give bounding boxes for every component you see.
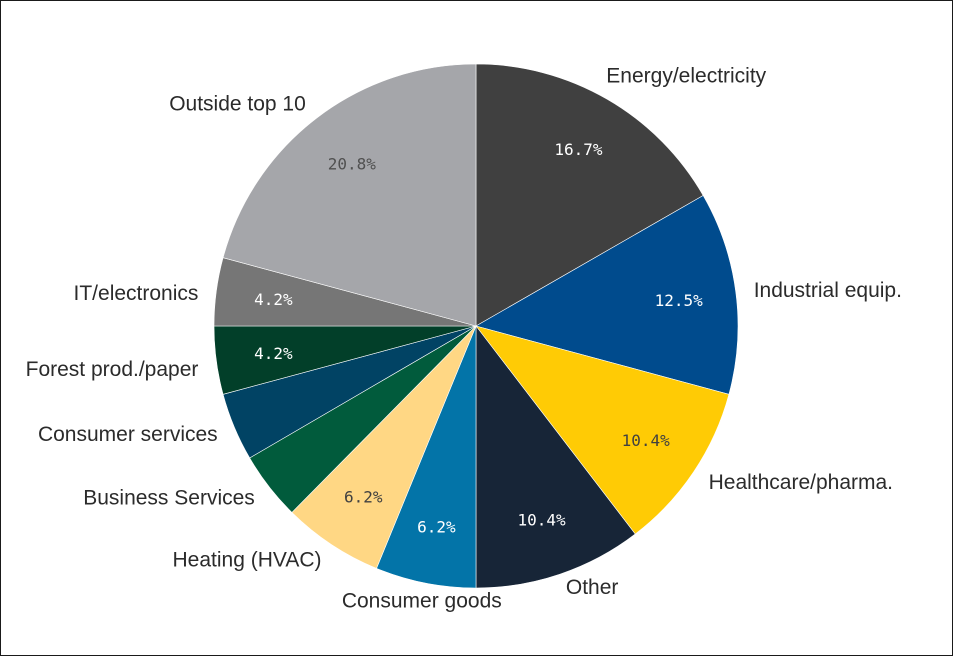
value-label-other: 10.4% bbox=[518, 511, 567, 530]
category-label-business-services: Business Services bbox=[83, 487, 255, 510]
category-labels: Energy/electricity Industrial equip. Healt… bbox=[26, 65, 902, 613]
pie-slice-energy-electricity bbox=[475, 63, 704, 327]
category-label-it-electronics: IT/electronics bbox=[74, 282, 199, 305]
value-label-energy-electricity: 16.7% bbox=[554, 140, 603, 159]
category-label-outside-top-10: Outside top 10 bbox=[169, 93, 306, 116]
value-label-industrial-equip: 12.5% bbox=[655, 291, 704, 310]
category-label-other: Other bbox=[566, 576, 619, 599]
pie-slice-other bbox=[475, 325, 636, 589]
value-label-forest-prod-paper: 4.2% bbox=[254, 344, 293, 363]
value-label-consumer-goods: 6.2% bbox=[417, 518, 456, 537]
percent-labels: 16.7% 12.5% 10.4% 10.4% 6.2% 6.2% 4.2% 4.2% 20.8… bbox=[254, 140, 703, 536]
category-label-industrial-equip: Industrial equip. bbox=[754, 279, 902, 302]
category-label-forest-prod-paper: Forest prod./paper bbox=[26, 358, 199, 381]
pie-slice-industrial-equip bbox=[475, 195, 739, 395]
category-label-heating-hvac: Heating (HVAC) bbox=[173, 549, 322, 572]
category-label-consumer-services: Consumer services bbox=[38, 423, 218, 446]
value-label-heating-hvac: 6.2% bbox=[344, 488, 383, 507]
category-label-energy-electricity: Energy/electricity bbox=[606, 65, 766, 88]
pie-slices bbox=[213, 63, 739, 589]
value-label-healthcare-pharma: 10.4% bbox=[622, 431, 671, 450]
category-label-healthcare-pharma: Healthcare/pharma. bbox=[709, 471, 893, 494]
pie-slice-healthcare-pharma bbox=[475, 325, 730, 535]
value-label-outside-top-10: 20.8% bbox=[328, 155, 377, 174]
pie-slice-outside-top-10 bbox=[222, 63, 477, 327]
value-label-it-electronics: 4.2% bbox=[254, 290, 293, 309]
category-label-consumer-goods: Consumer goods bbox=[342, 590, 502, 613]
